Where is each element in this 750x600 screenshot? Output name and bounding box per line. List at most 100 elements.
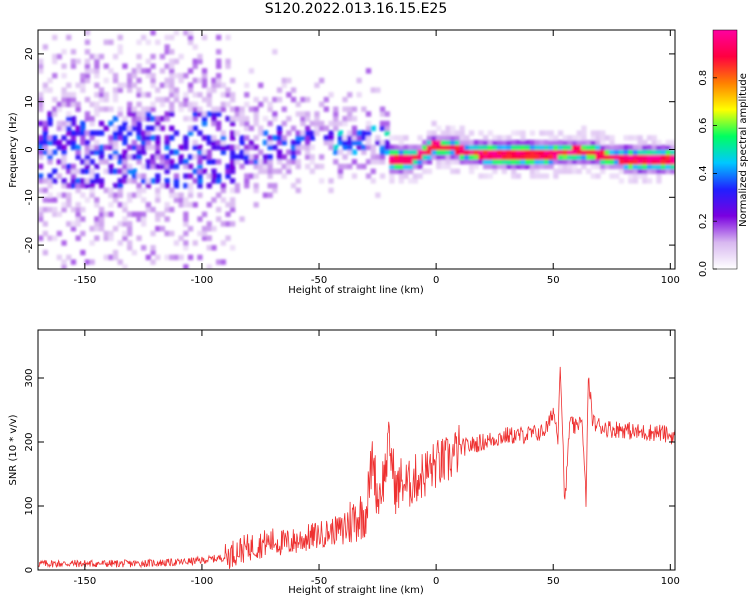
spectrogram-cell xyxy=(131,73,137,79)
spectrogram-cell xyxy=(361,130,367,136)
spectrogram-cell xyxy=(436,144,442,151)
spectrogram-cell xyxy=(281,173,287,179)
y-tick-label: 300 xyxy=(24,368,35,387)
spectrogram-cell xyxy=(187,254,194,261)
spectrogram-cell xyxy=(581,149,587,155)
spectrogram-cell xyxy=(337,173,344,179)
spectrogram-cell xyxy=(164,202,170,208)
spectrogram-cell xyxy=(127,240,133,246)
spectrogram-cell xyxy=(534,144,540,151)
spectrogram-cell xyxy=(370,144,376,151)
spectrogram-cell xyxy=(290,144,297,151)
spectrogram-cell xyxy=(408,154,414,160)
spectrogram-cell xyxy=(290,87,297,93)
spectrogram-cell xyxy=(112,125,119,131)
spectrogram-cell xyxy=(637,163,643,170)
spectrogram-cell xyxy=(347,106,353,112)
spectrogram-cell xyxy=(623,144,629,151)
spectrogram-cell xyxy=(38,92,44,98)
spectrogram-cell xyxy=(230,187,236,194)
spectrogram-cell xyxy=(557,139,564,146)
spectrogram-cell xyxy=(84,197,91,203)
spectrogram-cell xyxy=(173,92,180,98)
spectrogram-cell xyxy=(183,230,189,237)
spectrogram-cell xyxy=(52,211,58,217)
spectrogram-cell xyxy=(637,173,643,179)
spectrogram-cell xyxy=(197,144,203,151)
spectrogram-cell xyxy=(557,144,564,151)
spectrogram-cell xyxy=(398,173,404,179)
spectrogram-cell xyxy=(225,92,231,98)
spectrogram-cell xyxy=(178,235,184,241)
y-tick-label: 100 xyxy=(24,496,35,515)
spectrogram-cell xyxy=(192,58,198,65)
spectrogram-cell xyxy=(164,216,170,222)
spectrogram-cell xyxy=(75,216,81,222)
spectrogram-cell xyxy=(216,49,222,55)
spectrogram-cell xyxy=(225,163,231,170)
spectrogram-cell xyxy=(632,173,639,179)
spectrogram-cell xyxy=(38,144,44,151)
spectrogram-cell xyxy=(370,159,376,165)
spectrogram-cell xyxy=(379,154,386,160)
spectrogram-cell xyxy=(267,106,273,112)
spectrogram-cell xyxy=(572,139,578,146)
spectrogram-cell xyxy=(408,149,414,155)
spectrogram-cell xyxy=(379,106,386,112)
spectrogram-cell xyxy=(192,125,198,131)
spectrogram-cell xyxy=(483,154,489,160)
spectrogram-cell xyxy=(614,173,620,179)
spectrogram-cell xyxy=(94,130,100,136)
x-tick-label: -100 xyxy=(191,275,214,286)
spectrogram-cell xyxy=(562,163,568,170)
spectrogram-cell xyxy=(150,30,156,36)
spectrogram-cell xyxy=(258,101,264,108)
spectrogram-cell xyxy=(56,144,62,151)
spectrogram-cell xyxy=(183,144,189,151)
spectrogram-cell xyxy=(122,159,128,165)
spectrogram-cell xyxy=(112,116,119,122)
spectrogram-cell xyxy=(225,211,231,217)
spectrogram-cell xyxy=(84,154,91,160)
spectrogram-cell xyxy=(450,159,456,165)
spectrogram-cell xyxy=(211,111,217,117)
spectrogram-cell xyxy=(576,159,582,165)
spectrogram-cell xyxy=(632,135,639,141)
spectrogram-cell xyxy=(525,163,531,170)
spectrogram-cell xyxy=(75,211,81,217)
spectrogram-cell xyxy=(150,53,156,60)
spectrogram-cell xyxy=(117,34,123,41)
spectrogram-cell xyxy=(450,135,456,141)
spectrogram-cell xyxy=(337,168,344,174)
spectrogram-cell xyxy=(150,259,156,265)
spectrogram-cell xyxy=(216,120,222,127)
spectrogram-cell xyxy=(262,159,269,165)
spectrogram-cell xyxy=(47,206,53,213)
spectrogram-cell xyxy=(206,202,212,208)
spectrogram-cell xyxy=(422,149,428,155)
spectrogram-cell xyxy=(192,77,198,84)
spectrogram-cell xyxy=(75,125,81,131)
spectrogram-cell xyxy=(117,168,123,174)
spectrogram-cell xyxy=(61,183,67,189)
spectrogram-cell xyxy=(253,154,259,160)
spectrogram-cell xyxy=(52,149,58,155)
spectrogram-cell xyxy=(403,154,409,160)
spectrogram-cell xyxy=(164,77,170,84)
spectrogram-cell xyxy=(417,135,423,141)
spectrogram-cell xyxy=(80,120,86,127)
spectrogram-cell xyxy=(159,125,166,131)
spectrogram-cell xyxy=(258,168,264,174)
spectrogram-cell xyxy=(646,159,653,165)
spectrogram-cell xyxy=(576,144,582,151)
spectrogram-cell xyxy=(290,154,297,160)
spectrogram-cell xyxy=(131,82,137,88)
spectrogram-cell xyxy=(600,135,606,141)
spectrogram-cell xyxy=(201,116,208,122)
spectrogram-cell xyxy=(122,135,128,141)
spectrogram-cell xyxy=(94,73,100,79)
spectrogram-cell xyxy=(136,101,142,108)
spectrogram-cell xyxy=(38,120,44,127)
colorbar-tick-label: 0.2 xyxy=(698,213,709,229)
spectrogram-cell xyxy=(328,92,334,98)
